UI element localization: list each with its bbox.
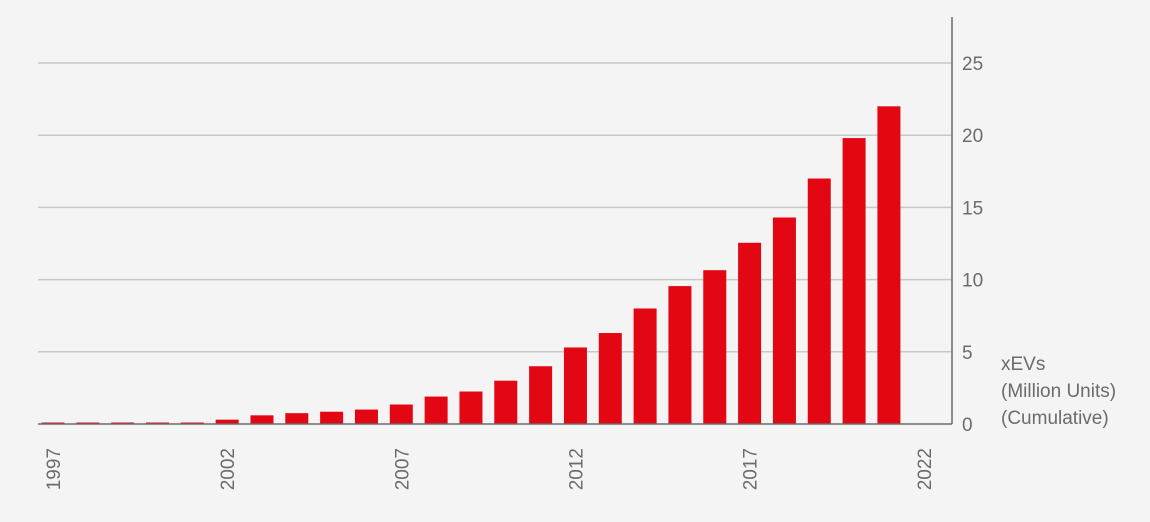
bars [41,106,901,424]
bar-2015 [668,286,692,424]
bar-2021 [877,106,901,424]
bar-2007 [389,404,413,424]
gridlines [38,62,952,353]
x-tick-label: 1997 [44,448,65,490]
y-axis-label: xEVs (Million Units) (Cumulative) [1001,354,1116,429]
y-tick-label: 5 [962,343,973,364]
x-tick-label: 2022 [915,448,936,490]
bar-2008 [424,396,448,424]
bar-2012 [563,347,587,424]
x-tick-label: 2007 [392,448,413,490]
axes [38,17,953,425]
x-tick-label: 2002 [218,448,239,490]
y-tick-label: 15 [962,198,983,219]
x-tick-labels: 1997 2002 2007 2012 2017 2022 [44,448,936,490]
x-tick-label: 2017 [741,448,762,490]
y-axis-label-line: (Cumulative) [1001,408,1109,429]
bar-2004 [285,413,309,424]
bar-2013 [598,333,622,424]
bar-2017 [738,242,762,424]
y-tick-label: 25 [962,54,983,75]
bar-2014 [633,308,657,424]
y-tick-labels: 0 5 10 15 20 25 [962,54,983,436]
bar-2006 [354,409,378,424]
y-tick-label: 0 [962,415,973,436]
bar-2002 [215,419,239,424]
bar-2016 [703,270,727,424]
bar-2003 [250,415,274,424]
bar-2005 [320,411,344,424]
y-axis-label-line: (Million Units) [1001,381,1116,402]
x-tick-label: 2012 [566,448,587,490]
y-tick-label: 20 [962,126,983,147]
bar-2009 [459,391,483,424]
bar-2018 [772,217,796,424]
y-axis-label-line: xEVs [1001,354,1045,375]
y-tick-label: 10 [962,271,983,292]
bar-2011 [529,366,553,424]
bar-2010 [494,380,518,424]
bar-2020 [842,138,866,424]
bar-2019 [807,178,831,424]
